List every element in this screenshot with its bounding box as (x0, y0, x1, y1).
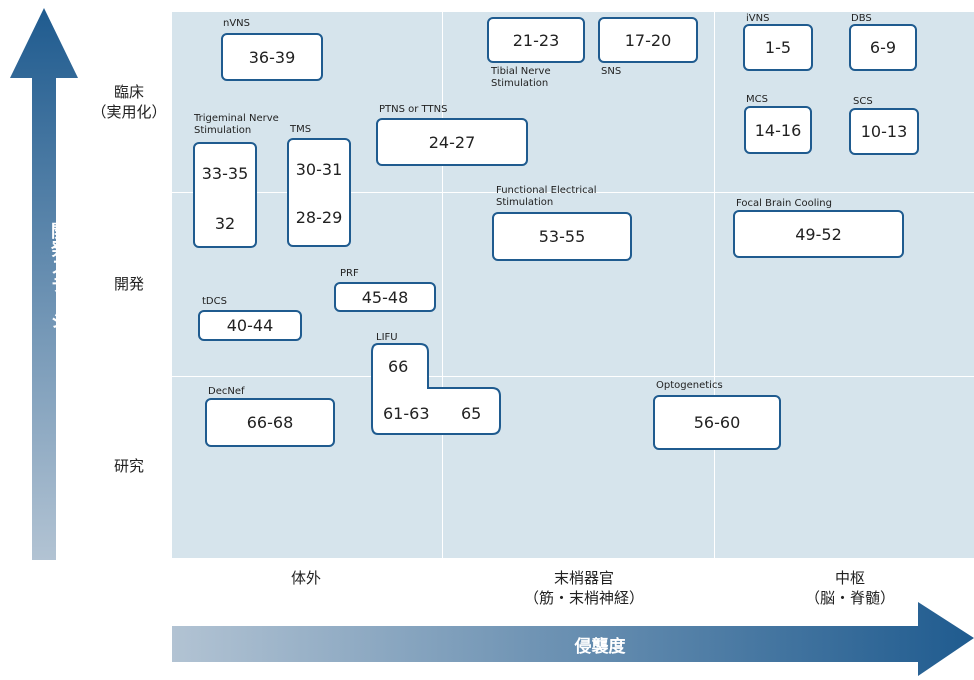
grid-line-vertical-1 (442, 12, 443, 558)
caption-trigeminal-nerve-stimulation: Trigeminal Nerve Stimulation (194, 113, 279, 136)
y-level-clinical-line1: 臨床 (113, 83, 144, 101)
box-tms: 30-31 28-29 (287, 138, 351, 247)
x-level-peripheral: 末梢器官 （筋・末梢神経） (494, 568, 674, 608)
box-functional-electrical-stimulation: 53-55 (492, 212, 632, 261)
caption-lifu: LIFU (376, 332, 398, 343)
caption-functional-electrical-stimulation: Functional Electrical Stimulation (496, 185, 597, 208)
caption-ivns: iVNS (746, 13, 770, 24)
box-dbs: 6-9 (849, 24, 917, 71)
box-prf: 45-48 (334, 282, 436, 312)
y-level-clinical: 臨床 （実用化） (84, 82, 174, 122)
box-focal-brain-cooling: 49-52 (733, 210, 904, 258)
x-axis-title: 侵襲度 (574, 637, 626, 657)
y-level-research: 研究 (113, 457, 144, 475)
box-mcs: 14-16 (744, 106, 812, 154)
caption-tibial-nerve-stimulation: Tibial Nerve Stimulation (491, 66, 551, 89)
caption-decnef: DecNef (208, 386, 245, 397)
tms-refs-b: 28-29 (295, 208, 343, 227)
development-stage-arrow (10, 8, 78, 560)
x-level-peripheral-line1: 末梢器官 (553, 569, 614, 587)
caption-prf: PRF (340, 268, 359, 279)
x-level-external: 体外 (226, 568, 386, 588)
lifu-refs-b: 61-63 (383, 404, 430, 423)
box-lifu (371, 343, 501, 435)
x-level-central: 中枢 （脳・脊髄） (770, 568, 930, 608)
box-ivns: 1-5 (743, 24, 813, 71)
caption-dbs: DBS (851, 13, 872, 24)
caption-sns: SNS (601, 66, 622, 77)
y-axis-title: 開発ステージ (47, 222, 67, 330)
y-level-clinical-line2: （実用化） (91, 103, 167, 121)
x-level-central-line1: 中枢 (834, 569, 865, 587)
y-level-development: 開発 (113, 275, 144, 293)
box-trigeminal-nerve-stimulation: 33-35 32 (193, 142, 257, 248)
box-sns: 17-20 (598, 17, 698, 63)
trigeminal-refs-b: 32 (214, 214, 236, 233)
box-decnef: 66-68 (205, 398, 335, 447)
matrix-plot-area (172, 12, 974, 558)
grid-line-horizontal-1 (172, 192, 974, 193)
caption-nvns: nVNS (223, 18, 251, 29)
caption-optogenetics: Optogenetics (656, 380, 723, 391)
lifu-refs-c: 65 (461, 404, 482, 423)
box-tdcs: 40-44 (198, 310, 302, 341)
trigeminal-refs-a: 33-35 (201, 164, 249, 183)
x-level-external-line1: 体外 (290, 569, 321, 587)
box-tibial-nerve-stimulation: 21-23 (487, 17, 585, 63)
tms-refs-a: 30-31 (295, 160, 343, 179)
caption-focal-brain-cooling: Focal Brain Cooling (736, 198, 832, 209)
caption-ptns-or-ttns: PTNS or TTNS (379, 104, 448, 115)
caption-mcs: MCS (746, 94, 768, 105)
box-optogenetics: 56-60 (653, 395, 781, 450)
box-scs: 10-13 (849, 108, 919, 155)
box-nvns: 36-39 (221, 33, 323, 81)
caption-tms: TMS (290, 124, 312, 135)
lifu-refs-a: 66 (388, 357, 409, 376)
box-ptns-or-ttns: 24-27 (376, 118, 528, 166)
x-level-central-line2: （脳・脊髄） (804, 589, 895, 607)
caption-tdcs: tDCS (202, 296, 227, 307)
x-level-peripheral-line2: （筋・末梢神経） (523, 589, 644, 607)
grid-line-horizontal-2 (172, 376, 974, 377)
grid-line-vertical-2 (714, 12, 715, 558)
caption-scs: SCS (853, 96, 873, 107)
invasiveness-arrow (172, 602, 974, 676)
